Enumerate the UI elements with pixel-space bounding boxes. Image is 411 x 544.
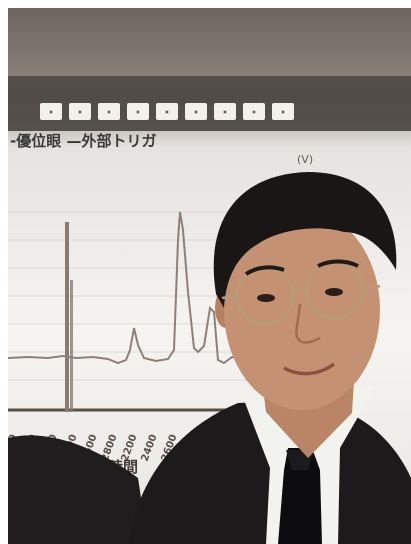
- toolbar-btn-3: ▣: [98, 103, 120, 120]
- left-eye: [257, 294, 275, 302]
- left-eyebrow: [244, 265, 285, 276]
- nose: [295, 303, 321, 344]
- right-eyebrow: [317, 259, 359, 268]
- toolbar-btn-8: ▣: [243, 103, 265, 120]
- raised-arm: [8, 435, 148, 544]
- trigger-spike-2: [70, 280, 73, 412]
- toolbar-btn-5: ▣: [156, 103, 178, 120]
- slide-title: -優位眼 —外部トリガ: [10, 132, 157, 150]
- toolbar-btn-1: ▣: [40, 103, 62, 120]
- toolbar-btn-9: ▣: [272, 103, 294, 120]
- person: [8, 172, 411, 544]
- hair: [213, 172, 397, 308]
- toolbar-btn-2: ▣: [69, 103, 91, 120]
- glasses-arm: [362, 284, 381, 292]
- toolbar-btn-4: ▣: [127, 103, 149, 120]
- signal-line: [8, 211, 268, 365]
- mouth: [283, 362, 336, 376]
- right-eye: [325, 288, 343, 296]
- photo: ▣ ▣ ▣ ▣ ▣ ▣ ▣ ▣ ▣ -優位眼 —外部トリガ (V) 1800 2…: [8, 8, 411, 544]
- glasses-arm: [221, 294, 238, 300]
- toolbar-btn-7: ▣: [214, 103, 236, 120]
- necktie: [278, 448, 322, 544]
- trigger-spike: [65, 222, 69, 412]
- unit-label: (V): [297, 153, 314, 166]
- projected-toolbar-buttons: ▣ ▣ ▣ ▣ ▣ ▣ ▣ ▣ ▣: [40, 103, 294, 120]
- toolbar-btn-6: ▣: [185, 103, 207, 120]
- glasses-bridge: [292, 288, 308, 295]
